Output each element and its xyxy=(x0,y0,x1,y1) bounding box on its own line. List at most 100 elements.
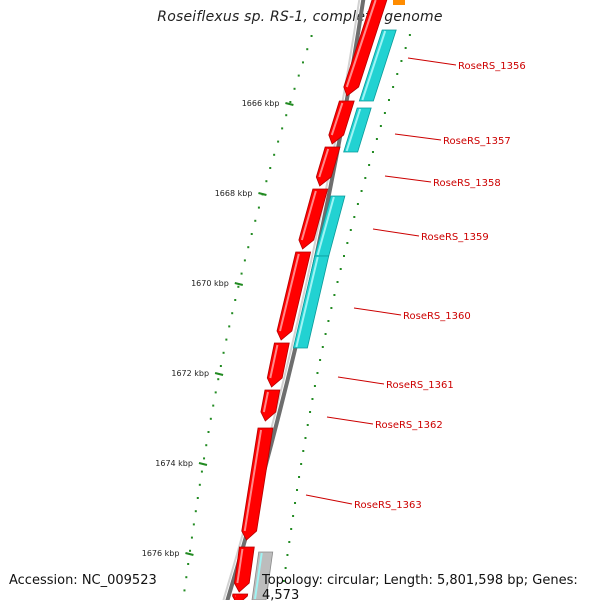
tick-dot xyxy=(269,167,272,169)
gene-arrow xyxy=(328,100,355,145)
tick-dot xyxy=(294,502,297,504)
callout-line xyxy=(407,57,457,66)
tick-dot xyxy=(198,483,201,486)
tick-dot xyxy=(400,60,403,62)
tick-dot xyxy=(240,272,243,275)
tick-dot xyxy=(330,307,333,309)
tick-dot xyxy=(209,417,212,420)
callout-line xyxy=(337,376,385,385)
tick-dot xyxy=(368,164,371,166)
genome-summary-text: Topology: circular; Length: 5,801,598 bp… xyxy=(262,573,578,603)
gene-label-rosers_1361: RoseRS_1361 xyxy=(386,380,454,391)
gene-label-rosers_1360: RoseRS_1360 xyxy=(403,311,471,322)
accent-feature xyxy=(393,0,405,5)
tick-dot xyxy=(300,463,303,465)
gene-highlight xyxy=(318,148,330,178)
gene-arrow xyxy=(232,593,249,600)
tick-dot xyxy=(214,391,217,394)
tick-dot xyxy=(196,497,199,499)
tick-dot xyxy=(321,346,324,348)
kbp-major-tick xyxy=(285,102,294,106)
tick-dot xyxy=(353,216,356,218)
tick-dot xyxy=(183,589,186,592)
tick-dot xyxy=(304,437,307,439)
inner-tick-track xyxy=(282,34,411,582)
tick-dot xyxy=(234,299,237,301)
tick-dot xyxy=(243,259,246,262)
gene-label-group: RoseRS_1356 RoseRS_1357 RoseRS_1358 RoseRS_… xyxy=(305,57,526,511)
gene-arrow xyxy=(315,146,341,187)
tick-dot xyxy=(310,35,313,37)
tick-dot xyxy=(298,476,301,478)
tick-dot xyxy=(383,112,386,114)
gene-arrow xyxy=(233,546,255,593)
tick-dot xyxy=(392,86,395,88)
gene-highlight xyxy=(330,102,344,136)
tick-dot xyxy=(222,351,225,354)
callout-line xyxy=(326,416,374,425)
callout-line xyxy=(372,228,420,237)
tick-dot xyxy=(203,457,206,460)
feature-highlight xyxy=(295,256,319,348)
gene-highlight xyxy=(243,429,263,532)
feature-highlight xyxy=(361,30,387,101)
tick-dot xyxy=(217,378,220,381)
callout-line xyxy=(305,494,353,505)
gene-label-rosers_1357: RoseRS_1357 xyxy=(443,136,511,147)
tick-dot xyxy=(302,450,305,452)
tick-dot xyxy=(284,567,287,569)
gene-label-rosers_1356: RoseRS_1356 xyxy=(458,61,526,72)
tick-dot xyxy=(205,444,208,447)
gene-arrow xyxy=(298,188,329,250)
gene-label-rosers_1359: RoseRS_1359 xyxy=(421,232,489,243)
tick-dot xyxy=(297,74,300,77)
kbp-tick-label: 1676 kbp xyxy=(142,549,180,558)
tick-dot xyxy=(189,549,192,552)
tick-dot xyxy=(286,554,289,556)
gene-highlight xyxy=(345,0,377,88)
gene-arrow xyxy=(276,251,312,341)
tick-dot xyxy=(293,87,296,90)
accession-text: Accession: NC_009523 xyxy=(9,573,157,588)
tick-dot xyxy=(187,563,190,565)
kbp-tick-label: 1670 kbp xyxy=(191,279,229,288)
callout-line xyxy=(384,175,432,183)
gene-highlight xyxy=(262,391,269,413)
tick-dot xyxy=(311,398,314,400)
gene-arrow xyxy=(343,0,388,97)
tick-dot xyxy=(192,523,195,526)
kbp-major-tick xyxy=(214,372,224,376)
tick-dot xyxy=(212,404,215,407)
tick-dot xyxy=(404,47,407,49)
kbp-major-tick xyxy=(198,462,208,466)
tick-dot xyxy=(324,333,327,335)
gene-highlight xyxy=(269,344,279,379)
tick-dot xyxy=(194,510,197,513)
tick-dot xyxy=(225,338,228,341)
tick-dot xyxy=(306,48,309,51)
gene-highlight xyxy=(300,190,317,241)
gene-arrow xyxy=(266,342,290,388)
tick-dot xyxy=(237,285,240,288)
tick-dot xyxy=(281,127,284,130)
tick-dot xyxy=(327,320,330,322)
tick-dot xyxy=(342,255,345,257)
tick-dot xyxy=(231,312,234,315)
tick-dot xyxy=(290,528,293,530)
callout-line xyxy=(353,307,402,316)
tick-dot xyxy=(346,242,349,244)
tick-dot xyxy=(360,190,363,192)
tick-dot xyxy=(200,470,203,473)
tick-dot xyxy=(185,576,188,579)
kbp-ruler: 1666 kbp 1668 kbp 1670 kbp 1672 kbp 1674 kbp… xyxy=(142,99,294,558)
tick-dot xyxy=(339,268,342,270)
tick-dot xyxy=(265,180,268,183)
tick-dot xyxy=(396,73,399,75)
tick-dot xyxy=(313,385,316,387)
tick-dot xyxy=(319,359,322,361)
kbp-tick-label: 1668 kbp xyxy=(215,189,253,198)
tick-dot xyxy=(273,153,276,156)
gene-label-rosers_1363: RoseRS_1363 xyxy=(354,500,422,511)
feature-highlight xyxy=(345,108,362,152)
